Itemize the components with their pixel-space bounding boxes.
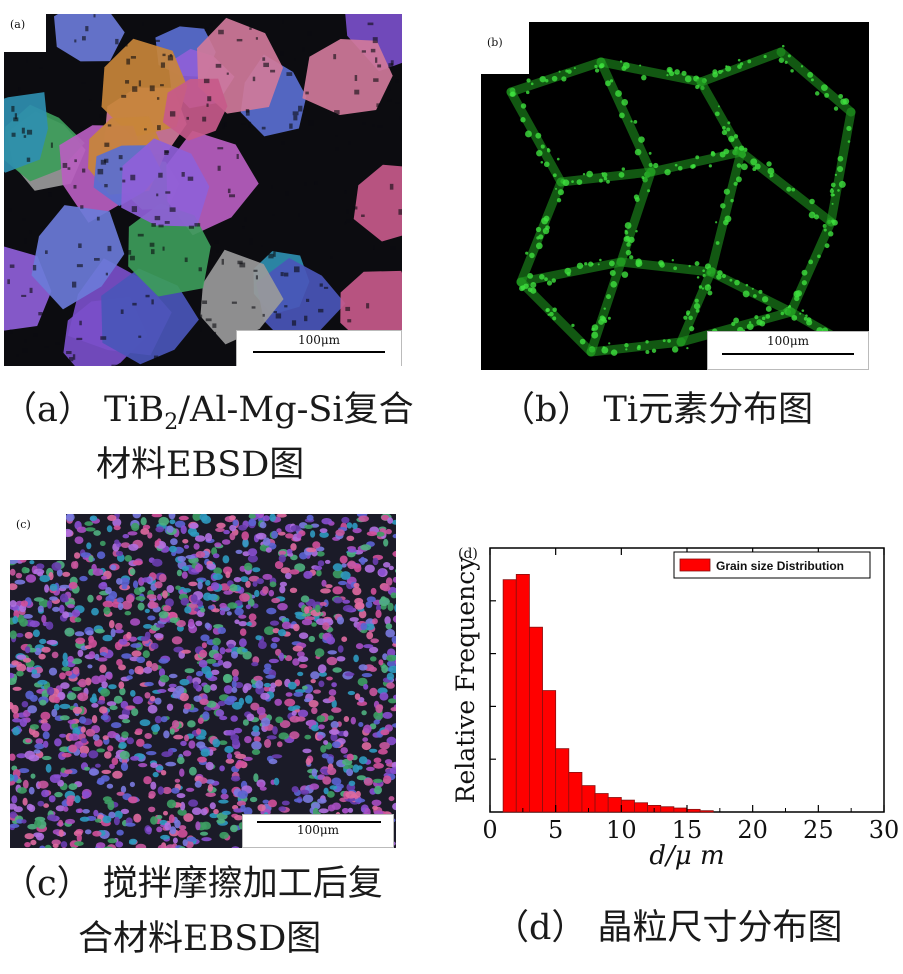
scalebar-c-label: 100μm [296,823,340,837]
ti-boundary [646,147,746,177]
x-tick-label: 30 [869,816,900,844]
grain [162,78,228,141]
ti-boundary [776,47,856,117]
scalebar-c-line [257,821,381,823]
grain [256,258,346,347]
ebsd-map-a-image [4,14,402,366]
histogram-bar [686,808,701,813]
panel-c-fsp-ebsd-map: (c) 100μm [10,514,396,848]
panel-b-ti-map: (b) 100μm [481,22,869,370]
scalebar-a-label: 100μm [297,333,341,347]
x-tick-label: 10 [606,816,637,844]
ti-boundary [706,267,796,317]
histogram-chart: 0 5 10 15 20 25 30 d/μ m Relative Frequency(d) Gr… [451,546,900,871]
panel-d-tag: (d) [458,546,478,562]
grain [200,249,284,345]
ti-boundary [596,57,706,87]
caption-a-prefix: （a） TiB [2,390,165,430]
panel-a-tag: (a) [4,14,46,52]
caption-c-line2: 合材料EBSD图 [78,919,322,959]
ti-boundary [516,177,566,287]
histogram-bar [502,579,517,813]
scalebar-b: 100μm [707,331,869,370]
legend-swatch [679,558,711,572]
caption-a-line2: 材料EBSD图 [96,445,305,485]
panel-a-ebsd-map: (a) 100μm [4,14,402,366]
caption-a-subscript: 2 [164,410,179,435]
ti-boundary [706,147,746,277]
caption-c-line1: （c） 搅拌摩擦加工后复 [2,864,383,904]
histogram-bar [607,797,622,813]
histogram-bar [699,810,714,813]
caption-a-suffix: /Al-Mg-Si复合 [178,390,414,430]
x-tick-label: 5 [548,816,563,844]
histogram-bar [515,574,530,813]
panel-d-grain-size-histogram: 0 5 10 15 20 25 30 d/μ m Relative Frequency (d) Gr… [446,520,900,882]
x-tick-label: 15 [672,816,703,844]
grain [31,205,125,310]
caption-a-line1: （a） TiB2/Al-Mg-Si复合 [2,388,414,445]
histogram-bar [634,802,648,813]
panel-b-tag: (b) [481,22,529,74]
x-tick-label: 0 [482,816,497,844]
scalebar-b-label: 100μm [766,334,810,348]
histogram-bar [529,626,543,813]
histogram-bar [660,806,675,813]
caption-d: （d） 晶粒尺寸分布图 [494,908,843,948]
grain [121,138,210,227]
panel-c-tag: (c) [10,514,66,560]
histogram-bar [673,807,688,813]
x-axis-label: d/μ m [649,841,724,871]
histogram-bar [555,748,570,813]
grain [340,270,402,345]
grain [302,39,393,115]
ti-boundary [676,307,796,347]
ti-boundary [596,57,656,177]
scalebar-b-line [722,353,854,355]
scalebar-a: 100μm [236,330,402,366]
grain [54,14,125,62]
caption-b: （b） Ti元素分布图 [500,390,814,430]
ebsd-map-c-image [10,514,396,848]
histogram-bar [568,771,583,813]
histogram-bar [594,793,609,813]
x-tick-label: 20 [737,816,768,844]
scalebar-a-line [253,351,385,353]
histogram-bar [542,690,557,813]
histogram-bar [620,799,635,813]
x-tick-label: 25 [803,816,834,844]
y-axis-label: Relative Frequency [451,556,480,804]
ti-boundary [616,167,656,267]
ti-element-map-image [481,22,869,370]
grain [4,92,48,173]
legend-label: Grain size Distribution [716,559,844,573]
scalebar-c: 100μm [242,814,394,848]
